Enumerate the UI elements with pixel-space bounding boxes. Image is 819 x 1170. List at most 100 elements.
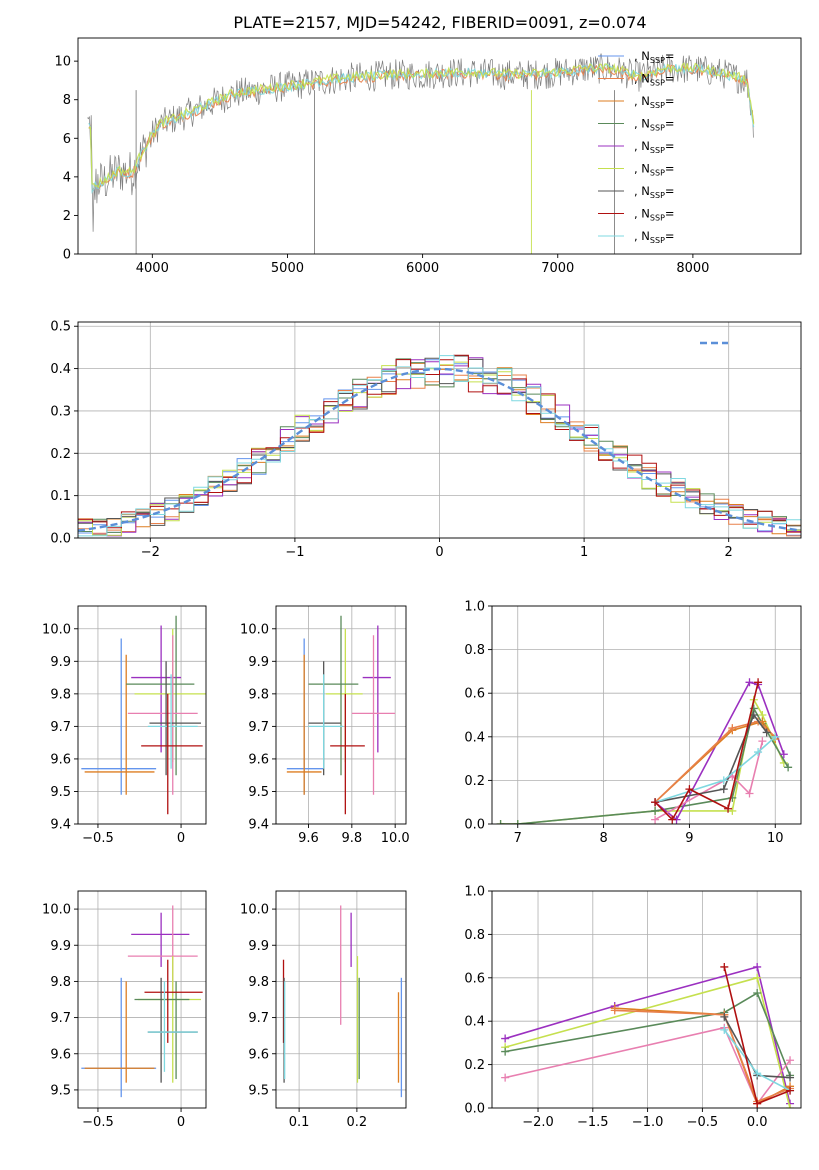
axes-frame <box>491 890 802 1109</box>
y-tick-label: 9.7 <box>248 720 269 735</box>
legend-entry: , NSSP= <box>634 207 675 223</box>
y-tick-label: 9.9 <box>248 655 269 670</box>
weight-series-line <box>654 713 768 803</box>
legend-nssp-prefix: , N <box>634 49 650 63</box>
y-tick-label: 0.8 <box>464 643 485 658</box>
x-tick-label: 8 <box>599 831 607 846</box>
gaussian-curve <box>78 367 801 532</box>
x-tick-label: 5000 <box>271 261 304 276</box>
plot-area <box>87 53 755 254</box>
weight-point-marker <box>719 776 728 785</box>
y-tick-label: 8 <box>63 93 71 108</box>
y-tick-label: 0.0 <box>464 1102 485 1117</box>
legend-nssp-prefix: , N <box>634 117 650 131</box>
x-tick-label: 0.1 <box>289 1115 310 1130</box>
legend-nssp-sub: SSP <box>650 101 665 110</box>
weight-point-marker <box>720 1012 729 1021</box>
legend-nssp-sub: SSP <box>650 56 665 65</box>
y-tick-label: 0.3 <box>50 404 71 419</box>
weight-point-marker <box>786 1104 795 1108</box>
x-tick-label: −0.5 <box>82 831 114 846</box>
model-spectrum-line <box>88 64 755 192</box>
y-tick-label: 9.5 <box>248 785 269 800</box>
weight-point-marker <box>753 1099 762 1108</box>
y-tick-label: 0.6 <box>464 687 485 702</box>
y-tick-label: 9.4 <box>248 818 269 833</box>
plot-area <box>501 962 795 1108</box>
legend-entry: , NSSP= <box>634 94 675 110</box>
y-tick-label: 9.4 <box>50 818 71 833</box>
y-tick-label: 9.6 <box>50 752 71 767</box>
weight-series-line <box>654 741 764 821</box>
legend-nssp-eq: = <box>665 207 675 221</box>
legend-entry: , NSSP= <box>634 139 675 155</box>
legend-nssp-eq: = <box>665 184 675 198</box>
weight-point-marker <box>762 728 771 737</box>
weight-point-marker <box>610 1006 619 1015</box>
y-tick-label: 9.7 <box>50 1011 71 1026</box>
x-tick-label: 7 <box>514 831 522 846</box>
legend-entry: , NSSP= <box>634 49 675 65</box>
x-tick-label: 0 <box>435 545 443 560</box>
legend-nssp-eq: = <box>665 117 675 131</box>
y-tick-label: 0.0 <box>50 532 71 547</box>
y-tick-label: 10.0 <box>42 903 71 918</box>
y-tick-label: 1.0 <box>464 600 485 615</box>
y-tick-label: 0.2 <box>50 447 71 462</box>
residuals-panel: −2 −1 0 1 2 0.0 0.1 0.2 0.3 0.4 0.5 <box>50 320 802 560</box>
weight-point-marker <box>753 988 762 997</box>
x-tick-label: 10 <box>767 831 784 846</box>
weight-point-marker <box>501 1047 510 1056</box>
plot-area <box>282 905 403 1098</box>
y-tick-label: 9.9 <box>248 939 269 954</box>
x-tick-label: 0 <box>177 1115 185 1130</box>
y-tick-label: 0.4 <box>464 1015 485 1030</box>
legend-nssp-sub: SSP <box>650 124 665 133</box>
y-tick-label: 2 <box>63 209 71 224</box>
legend-nssp-prefix: , N <box>634 207 650 221</box>
x-tick-label: 6000 <box>406 261 439 276</box>
legend-entry: , NSSP= <box>634 72 675 88</box>
weight-point-marker <box>651 806 660 815</box>
weight-point-marker <box>724 804 733 813</box>
x-tick-label: 8000 <box>676 261 709 276</box>
y-tick-label: 0.8 <box>464 928 485 943</box>
legend-nssp-prefix: , N <box>634 184 650 198</box>
y-tick-label: 9.8 <box>248 975 269 990</box>
weight-series-line <box>614 1009 791 1103</box>
y-tick-label: 0.5 <box>50 320 71 335</box>
x-tick-label: −2.0 <box>522 1115 554 1130</box>
y-tick-label: 4 <box>63 170 71 185</box>
residual-histogram-step <box>78 355 801 537</box>
y-tick-label: 9.6 <box>248 1047 269 1062</box>
weight-point-marker <box>786 1056 795 1065</box>
weight-point-marker <box>745 789 754 798</box>
x-tick-label: −2 <box>141 545 160 560</box>
weight-point-marker <box>779 750 788 759</box>
weight-point-marker <box>754 748 763 757</box>
y-tick-label: 9.5 <box>248 1083 269 1098</box>
axes-frame <box>77 605 207 825</box>
x-tick-label: 9.8 <box>341 831 362 846</box>
x-tick-label: −1 <box>285 545 304 560</box>
legend-entry: , NSSP= <box>634 162 675 178</box>
weight-point-marker <box>651 815 660 824</box>
y-tick-label: 0 <box>63 248 71 263</box>
weight-vs-age-panel: 7 8 9 10 0.0 0.2 0.4 0.6 0.8 1.0 <box>464 600 802 846</box>
mass-vs-metallicity-panel: −0.5 0 9.5 9.6 9.7 9.8 9.9 10.0 <box>42 890 207 1130</box>
legend-nssp-eq: = <box>665 72 675 86</box>
figure-title: PLATE=2157, MJD=54242, FIBERID=0091, z=0… <box>233 13 646 32</box>
legend-nssp-eq: = <box>665 139 675 153</box>
y-tick-label: 10 <box>54 55 71 70</box>
weight-point-marker <box>496 820 505 824</box>
y-tick-label: 0.6 <box>464 971 485 986</box>
x-tick-label: −1.5 <box>577 1115 609 1130</box>
y-tick-label: 10.0 <box>42 622 71 637</box>
axes-frame <box>77 890 207 1109</box>
y-tick-label: 0.2 <box>464 1058 485 1073</box>
y-tick-label: 6 <box>63 132 71 147</box>
weight-point-marker <box>513 820 522 824</box>
x-tick-label: 2 <box>725 545 733 560</box>
